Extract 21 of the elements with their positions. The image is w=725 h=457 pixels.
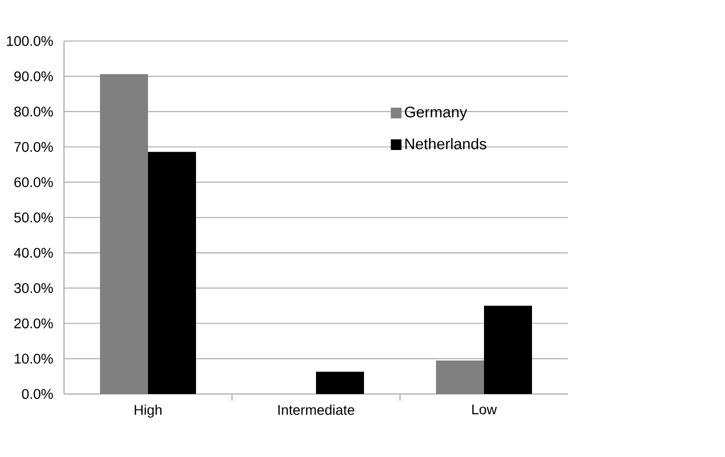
y-tick-label: 100.0% <box>6 36 53 46</box>
y-tick-label: 10.0% <box>14 354 53 364</box>
bar <box>484 306 532 394</box>
x-tick-label: Low <box>472 404 497 414</box>
bar <box>316 372 364 394</box>
bar <box>100 74 148 394</box>
y-tick-label: 90.0% <box>14 71 53 82</box>
y-tick-label: 40.0% <box>14 248 53 258</box>
legend-label: Germany <box>404 106 468 120</box>
y-tick-label: 20.0% <box>14 318 53 328</box>
bar <box>436 360 484 394</box>
x-tick-label: High <box>134 404 162 418</box>
y-tick-label: 50.0% <box>14 212 53 222</box>
y-tick-label: 0.0% <box>22 389 53 399</box>
y-tick-label: 70.0% <box>14 142 53 152</box>
x-tick-label: Intermediate <box>278 404 354 415</box>
y-tick-label: 80.0% <box>14 106 53 117</box>
y-tick-label: 30.0% <box>14 283 53 294</box>
legend-label: Netherlands <box>405 138 486 150</box>
y-tick-label: 60.0% <box>14 177 53 188</box>
bar <box>148 152 196 394</box>
